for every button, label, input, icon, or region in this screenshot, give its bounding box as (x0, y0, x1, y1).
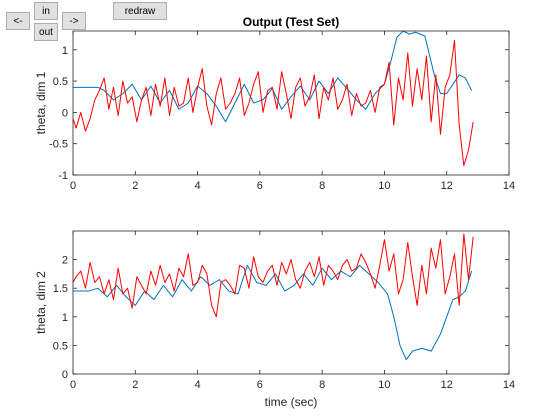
series-line-predicted (73, 264, 473, 361)
left-arrow-button[interactable]: <- (6, 12, 30, 30)
x-tick-label: 6 (257, 180, 263, 192)
x-tick-label: 0 (70, 379, 76, 391)
redraw-button[interactable]: redraw (113, 2, 167, 20)
series-group (73, 31, 474, 167)
y-tick-label: 1 (62, 45, 68, 57)
x-tick-label: 10 (378, 379, 390, 391)
x-tick-label: 12 (441, 379, 453, 391)
y-axis-label: theta, dim 1 (34, 71, 48, 134)
x-tick-label: 12 (441, 180, 453, 192)
series-line-predicted (73, 31, 473, 123)
y-tick-label: 0 (62, 369, 68, 381)
y-axis-label: theta, dim 2 (34, 271, 48, 334)
right-arrow-button[interactable]: -> (62, 12, 86, 30)
x-tick-label: 10 (378, 180, 390, 192)
chart-title: Output (Test Set) (243, 15, 339, 29)
series-line-actual (73, 39, 474, 167)
x-tick-label: 2 (132, 379, 138, 391)
x-tick-label: 4 (195, 379, 201, 391)
zoom-in-button[interactable]: in (34, 2, 58, 20)
y-tick-label: 0.5 (53, 76, 68, 88)
axes-box (72, 30, 510, 176)
y-tick-label: -1 (58, 170, 68, 182)
axes-background (73, 31, 509, 175)
x-tick-label: 2 (132, 180, 138, 192)
y-tick-label: 1 (62, 312, 68, 324)
x-tick-label: 8 (319, 379, 325, 391)
axes-1: 0 2 4 6 8 10 12 14 -1 -0.5 0 0.5 1 Output (Test Set) t… (34, 15, 515, 192)
x-axis-label: time (sec) (265, 395, 318, 409)
x-tick-label: 14 (503, 180, 515, 192)
axes-box (72, 230, 510, 375)
zoom-out-button[interactable]: out (34, 23, 58, 41)
x-tick-label: 0 (70, 180, 76, 192)
x-tick-label: 4 (195, 180, 201, 192)
series-group (73, 233, 474, 361)
x-tick-label: 14 (503, 379, 515, 391)
y-tick-label: 2 (62, 255, 68, 267)
y-tick-label: 0.5 (53, 340, 68, 352)
y-tick-label: 1.5 (53, 283, 68, 295)
x-tick-label: 8 (319, 180, 325, 192)
axes-2: 0 2 4 6 8 10 12 14 0 0.5 1 1.5 2 time (sec) theta, dim… (34, 230, 515, 409)
y-tick-label: 0 (62, 107, 68, 119)
x-tick-label: 6 (257, 379, 263, 391)
axes-background (73, 231, 509, 374)
series-line-actual (73, 233, 474, 318)
y-tick-label: -0.5 (49, 139, 68, 151)
